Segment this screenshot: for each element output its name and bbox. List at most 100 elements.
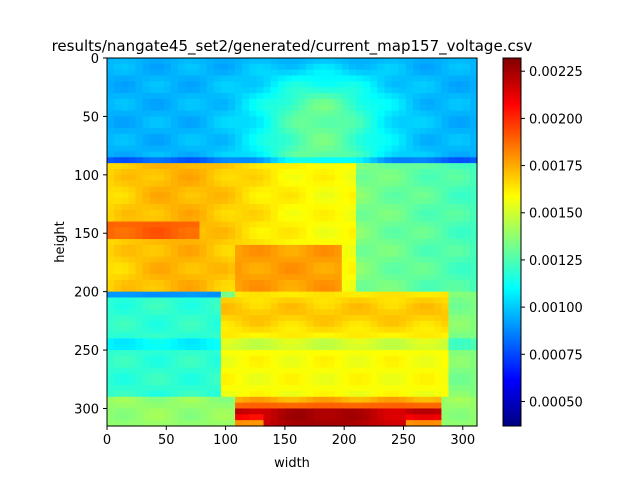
heatmap-cell — [178, 174, 186, 182]
heatmap-cell — [242, 338, 250, 345]
heatmap-cell — [178, 233, 186, 240]
heatmap-cell — [142, 420, 151, 427]
heatmap-cell — [227, 414, 236, 421]
heatmap-cell — [107, 122, 115, 129]
y-tick-label: 300 — [74, 402, 99, 417]
heatmap-cell — [434, 297, 443, 304]
heatmap-cell — [462, 180, 471, 188]
heatmap-cell — [455, 268, 464, 275]
heatmap-cell — [284, 379, 293, 386]
heatmap-cell — [405, 268, 414, 275]
heatmap-cell — [249, 361, 258, 369]
heatmap-cell — [377, 379, 386, 386]
heatmap-cell — [249, 285, 258, 293]
heatmap-cell — [227, 192, 236, 199]
heatmap-cell — [334, 390, 343, 398]
heatmap-cell — [199, 285, 208, 293]
heatmap-cell — [299, 420, 307, 427]
heatmap-cell — [227, 133, 236, 141]
heatmap-cell — [427, 180, 435, 188]
heatmap-cell — [135, 180, 144, 188]
heatmap-cell — [370, 239, 378, 246]
heatmap-cell — [206, 75, 215, 82]
heatmap-cell — [455, 309, 464, 316]
heatmap-cell — [320, 227, 329, 234]
heatmap-cell — [299, 145, 307, 153]
heatmap-cell — [227, 104, 236, 112]
heatmap-cell — [227, 396, 236, 404]
heatmap-cell — [235, 326, 243, 334]
heatmap-cell — [327, 221, 336, 228]
heatmap-cell — [455, 291, 464, 299]
heatmap-cell — [185, 139, 193, 147]
heatmap-cell — [398, 139, 407, 147]
heatmap-cell — [341, 274, 350, 281]
heatmap-cell — [363, 379, 371, 386]
heatmap-cell — [462, 402, 471, 410]
heatmap-cell — [249, 396, 258, 404]
heatmap-cell — [441, 204, 450, 211]
heatmap-cell — [284, 373, 293, 380]
heatmap-cell — [277, 58, 286, 65]
heatmap-cell — [149, 128, 158, 135]
heatmap-cell — [391, 139, 400, 147]
heatmap-cell — [398, 69, 407, 77]
heatmap-cell — [199, 420, 208, 427]
heatmap-cell — [455, 262, 464, 269]
heatmap-cell — [455, 174, 464, 182]
heatmap-cell — [206, 63, 215, 71]
heatmap-cell — [398, 350, 407, 357]
heatmap-cell — [178, 297, 186, 304]
heatmap-cell — [249, 209, 258, 217]
heatmap-cell — [249, 110, 258, 118]
heatmap-cell — [405, 408, 414, 415]
heatmap-cell — [313, 192, 322, 199]
heatmap-cell — [306, 180, 314, 188]
heatmap-cell — [391, 81, 400, 88]
heatmap-cell — [420, 98, 428, 106]
heatmap-cell — [213, 174, 222, 182]
heatmap-cell — [142, 157, 151, 164]
heatmap-cell — [213, 338, 222, 345]
heatmap-cell — [427, 163, 435, 170]
heatmap-cell — [441, 262, 450, 269]
heatmap-cell — [391, 227, 400, 234]
heatmap-cell — [320, 209, 329, 217]
heatmap-cell — [149, 268, 158, 275]
heatmap-cell — [391, 309, 400, 316]
heatmap-cell — [128, 75, 137, 82]
heatmap-cell — [356, 110, 364, 118]
heatmap-cell — [107, 332, 115, 339]
heatmap-cell — [462, 128, 471, 135]
heatmap-cell — [171, 367, 179, 375]
heatmap-cell — [114, 110, 122, 118]
heatmap-cell — [469, 128, 478, 135]
heatmap-cell — [370, 326, 378, 334]
heatmap-cell — [235, 239, 243, 246]
heatmap-cell — [313, 227, 322, 234]
heatmap-cell — [341, 69, 350, 77]
heatmap-cell — [455, 63, 464, 71]
heatmap-cell — [142, 209, 151, 217]
heatmap-cell — [185, 309, 193, 316]
heatmap-cell — [227, 344, 236, 351]
heatmap-cell — [128, 133, 137, 141]
heatmap-cell — [213, 420, 222, 427]
heatmap-cell — [306, 104, 314, 112]
heatmap-cell — [142, 81, 151, 88]
heatmap-cell — [469, 402, 478, 410]
heatmap-cell — [384, 145, 393, 153]
heatmap-cell — [107, 326, 115, 334]
heatmap-cell — [235, 320, 243, 328]
heatmap-cell — [327, 291, 336, 299]
heatmap-cell — [334, 104, 343, 112]
heatmap-cell — [163, 239, 172, 246]
heatmap-cell — [185, 75, 193, 82]
heatmap-cell — [469, 180, 478, 188]
heatmap-cell — [192, 373, 201, 380]
heatmap-cell — [462, 315, 471, 322]
heatmap-cell — [348, 408, 357, 415]
heatmap-cell — [377, 157, 386, 164]
heatmap-cell — [462, 291, 471, 299]
heatmap-cell — [242, 69, 250, 77]
